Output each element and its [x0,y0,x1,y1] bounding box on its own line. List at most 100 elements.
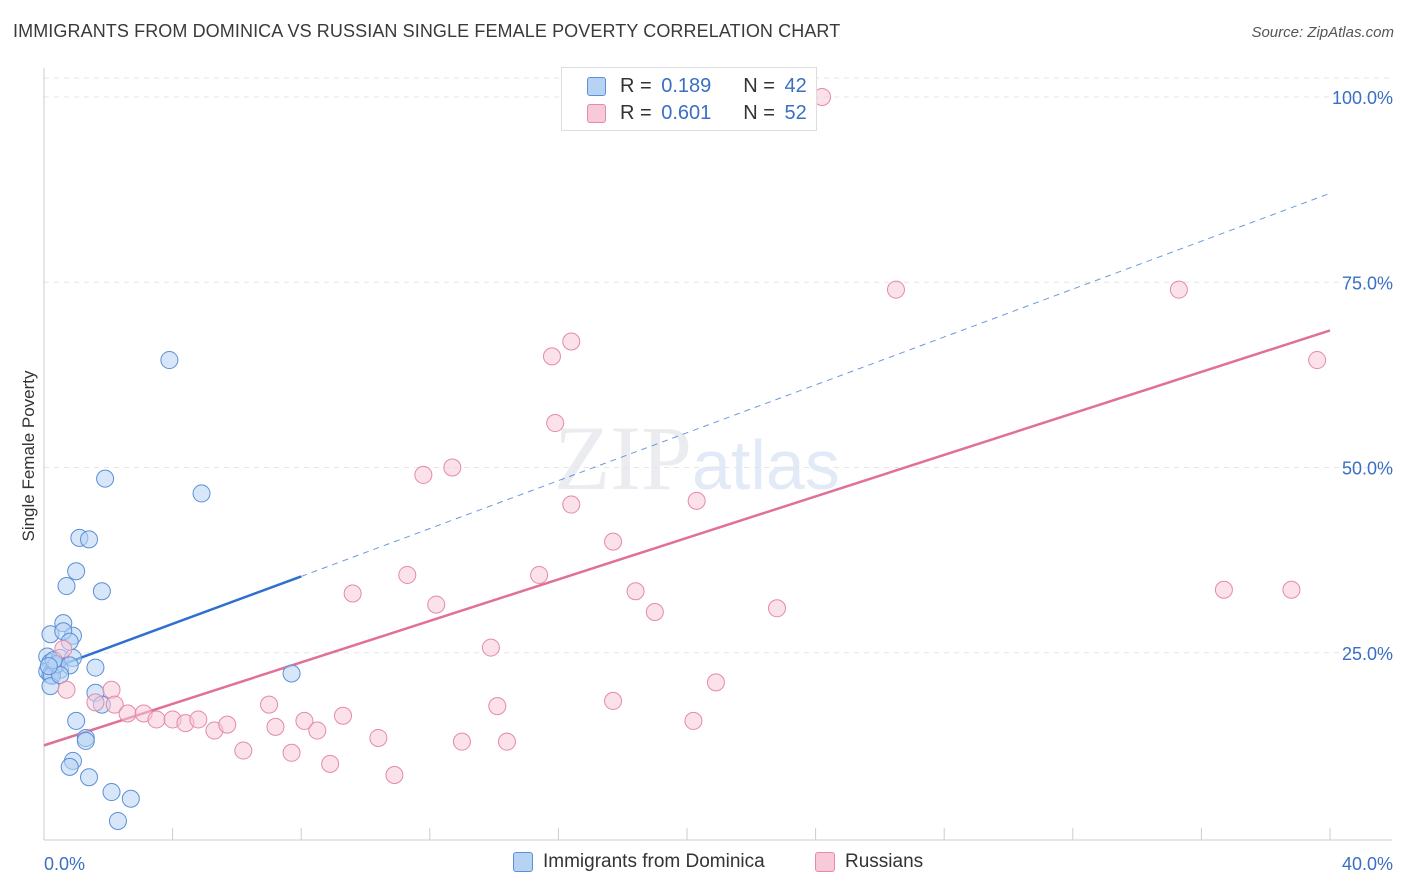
x-tick-label-min: 0.0% [44,854,85,874]
legend-row-dominica: R = 0.189 N = 42 [587,74,807,98]
point-dominica [39,657,58,676]
y-axis-label: Single Female Poverty [19,370,38,542]
x-tick-label-max: 40.0% [1342,854,1393,874]
point-russians [626,582,645,601]
point-russians [443,458,462,477]
point-russians [333,706,352,725]
point-russians [369,728,388,747]
point-russians [118,704,137,723]
point-russians [1282,580,1301,599]
point-russians [343,584,362,603]
trend-line-russians [43,329,1331,747]
point-russians [54,640,73,659]
point-russians [105,695,124,714]
legend-r-label: R = [620,101,652,124]
point-dominica [108,811,127,830]
point-russians [86,693,105,712]
point-dominica [60,757,79,776]
point-russians [1308,351,1327,370]
y-tick-label: 25.0% [1342,644,1393,664]
point-russians [1169,280,1188,299]
point-russians [321,754,340,773]
point-russians [189,710,208,729]
point-russians [398,565,417,584]
point-russians [886,280,905,299]
point-russians [562,495,581,514]
point-russians [684,711,703,730]
source-label[interactable]: Source: ZipAtlas.com [1251,24,1394,41]
legend-n-label: N = [743,74,775,97]
point-russians [57,680,76,699]
chart-title: IMMIGRANTS FROM DOMINICA VS RUSSIAN SING… [13,21,841,41]
point-russians [102,680,121,699]
y-tick-label: 100.0% [1332,88,1393,108]
point-dominica [160,351,179,370]
legend-r-value: 0.601 [661,101,712,124]
point-russians [768,599,787,618]
point-russians [546,414,565,433]
bottom-legend-russians[interactable]: Russians [815,851,923,873]
watermark-atlas: atlas [692,426,840,504]
point-russians [427,595,446,614]
point-dominica [57,577,76,596]
legend-row-russians: R = 0.601 N = 52 [587,101,807,125]
point-dominica [67,562,86,581]
trend-line-dominica-extension [301,192,1331,577]
trend-line-dominica [43,575,302,673]
axes [43,68,1392,841]
point-dominica [86,658,105,677]
point-russians [1214,580,1233,599]
legend-r-value: 0.189 [661,74,712,97]
bottom-legend-swatch-pink [815,852,835,872]
point-russians [481,638,500,657]
watermark: ZIPatlas [554,405,840,511]
grid-lines [44,77,1392,654]
y-tick-label: 75.0% [1342,273,1393,293]
data-points [38,84,1327,830]
bottom-legend-dominica[interactable]: Immigrants from Dominica [513,851,765,873]
point-russians [218,715,237,734]
point-russians [542,347,561,366]
point-dominica [92,582,111,601]
point-russians [488,697,507,716]
point-russians [687,491,706,510]
point-dominica [96,469,115,488]
legend-n-label: N = [743,101,775,124]
point-russians [260,695,279,714]
point-russians [295,711,314,730]
point-russians [530,565,549,584]
point-dominica [76,731,95,750]
legend-n-value: 52 [784,101,807,124]
point-dominica [80,530,99,549]
legend-n-value: 42 [784,74,807,97]
correlation-legend: R = 0.189 N = 42 R = 0.601 N = 52 [561,67,817,131]
point-dominica [80,768,99,787]
point-russians [266,717,285,736]
point-dominica [282,664,301,683]
bottom-legend-label-russians: Russians [845,851,924,872]
point-russians [604,532,623,551]
legend-r-label: R = [620,74,652,97]
point-russians [497,732,516,751]
point-russians [385,766,404,785]
bottom-legend-swatch-blue [513,852,533,872]
point-russians [562,332,581,351]
watermark-zip: ZIP [554,407,692,509]
point-russians [308,721,327,740]
point-dominica [67,711,86,730]
point-dominica [102,783,121,802]
legend-swatch-pink [587,103,606,123]
point-russians [282,743,301,762]
y-tick-label: 50.0% [1342,459,1393,479]
point-russians [147,710,166,729]
legend-swatch-blue [587,76,606,96]
point-russians [604,691,623,710]
point-russians [706,673,725,692]
tick-labels: 25.0% 50.0% 75.0% 100.0% 0.0% 40.0% [44,88,1393,874]
point-russians [234,741,253,760]
bottom-legend-label-dominica: Immigrants from Dominica [543,851,765,872]
point-russians [645,602,664,621]
point-russians [414,465,433,484]
point-dominica [121,789,140,808]
